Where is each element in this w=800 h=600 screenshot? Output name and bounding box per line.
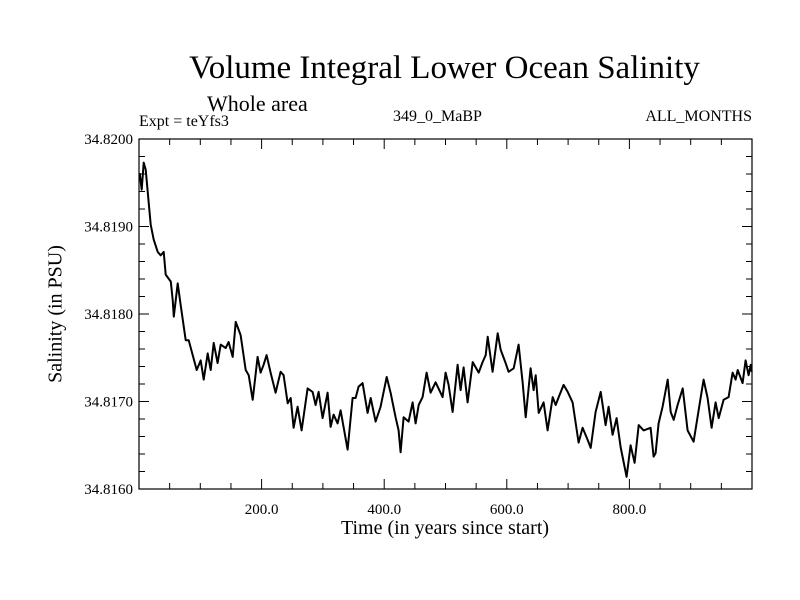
x-tick-label: 400.0 — [367, 502, 401, 518]
y-tick-label: 34.8200 — [84, 132, 133, 148]
y-tick-label: 34.8180 — [84, 307, 133, 323]
x-tick-label: 200.0 — [245, 502, 279, 518]
x-tick-label: 800.0 — [613, 502, 647, 518]
x-axis-label: Time (in years since start) — [340, 517, 550, 539]
y-tick-label: 34.8160 — [84, 482, 133, 498]
axis-ticks — [139, 139, 752, 489]
series-line — [138, 161, 753, 478]
experiment-label: Expt = teYfs3 — [139, 113, 229, 130]
chart-title: Volume Integral Lower Ocean Salinity — [189, 50, 700, 86]
chart-subtitle: Whole area — [207, 91, 308, 116]
months-label: ALL_MONTHS — [645, 108, 752, 125]
x-tick-label: 600.0 — [490, 502, 524, 518]
data-series — [138, 161, 753, 478]
y-tick-label: 34.8170 — [84, 395, 133, 411]
period-label: 349_0_MaBP — [393, 108, 482, 125]
plot-frame — [138, 138, 753, 490]
y-tick-label: 34.8190 — [84, 220, 133, 236]
tick-labels: 200.0 400.0 600.0 800.0 34.8160 34.8170 34.818… — [84, 132, 646, 518]
